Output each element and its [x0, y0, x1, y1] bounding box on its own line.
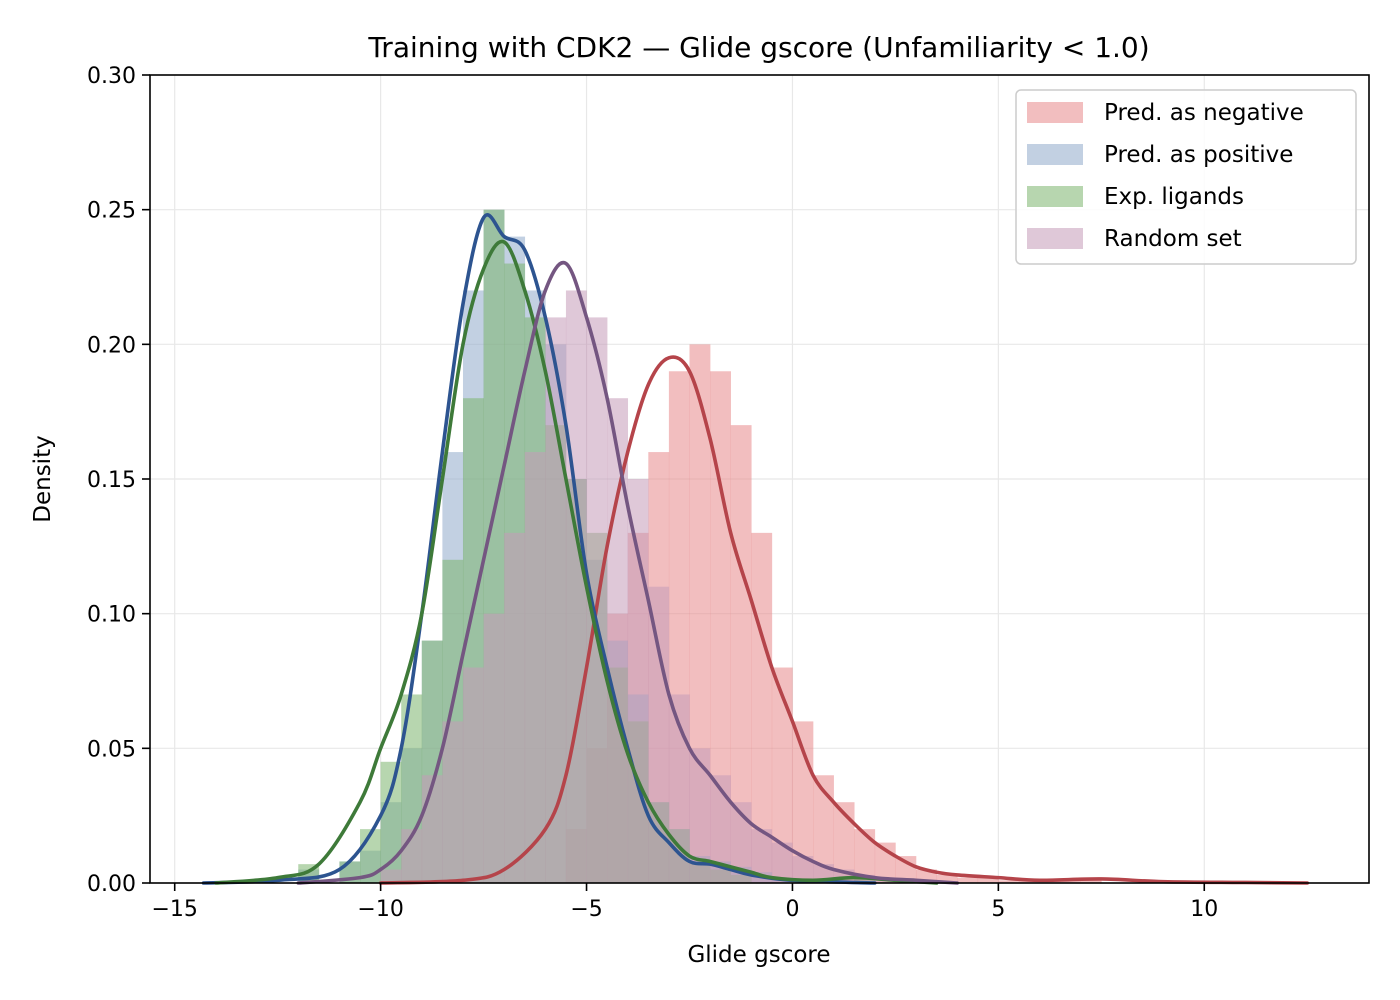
hist-bar	[627, 479, 649, 883]
hist-bar	[998, 880, 1020, 883]
kde-line-2	[214, 239, 939, 885]
hist-bar	[751, 829, 773, 883]
hist-bar	[977, 877, 999, 883]
legend-box	[1015, 89, 1357, 265]
hist-bar	[442, 721, 464, 883]
hist-bar	[771, 667, 793, 883]
legend-swatch	[1027, 102, 1083, 123]
hist-bar	[565, 290, 587, 884]
kde-lines	[201, 213, 1310, 885]
axis-ticks: −15 −10 −5 0 5 10 0.00 0.05 0.10 0.15 0.20 0.25 0.30	[87, 64, 1218, 922]
x-tick-label: −5	[570, 897, 602, 922]
x-tick-label: 0	[785, 897, 799, 922]
hist-bar	[710, 371, 731, 883]
kde-line-1	[201, 213, 877, 885]
y-tick-label: 0.30	[87, 64, 136, 89]
hist-bar	[689, 748, 711, 883]
hist-bar	[462, 667, 484, 883]
legend-swatch	[1027, 144, 1083, 165]
hist-bar	[813, 775, 834, 883]
hist-bar	[957, 877, 979, 883]
hist-bar	[792, 856, 814, 883]
hist-bar	[833, 802, 855, 883]
x-tick-label: 5	[991, 897, 1005, 922]
hist-bar	[524, 452, 546, 883]
y-tick-label: 0.15	[87, 468, 136, 493]
hist-bar	[730, 425, 752, 883]
x-tick-label: 10	[1190, 897, 1218, 922]
hist-bar	[710, 775, 731, 883]
hist-bar	[483, 613, 505, 883]
y-tick-label: 0.20	[87, 333, 136, 358]
legend-label: Random set	[1104, 226, 1242, 252]
legend-swatch	[1027, 186, 1083, 207]
hist-bar	[380, 869, 402, 883]
hist-bar	[730, 802, 752, 883]
kde-line-0	[378, 355, 1310, 885]
hist-bar	[854, 829, 876, 883]
hist-bar	[1060, 880, 1082, 883]
hist-bar	[504, 532, 526, 883]
x-tick-label: −10	[357, 897, 403, 922]
y-tick-label: 0.25	[87, 199, 136, 224]
hist-bar	[936, 874, 958, 883]
hist-bar	[380, 761, 402, 883]
y-tick-label: 0.00	[87, 872, 136, 897]
x-tick-label: −15	[151, 897, 197, 922]
kde-line-3	[296, 260, 959, 885]
chart-title: Training with CDK2 — Glide gscore (Unfam…	[367, 31, 1149, 64]
hist-bar	[771, 842, 793, 883]
legend-label: Pred. as positive	[1104, 142, 1293, 168]
legend: Pred. as negative Pred. as positive Exp. l…	[1015, 89, 1357, 265]
hist-bar	[421, 775, 443, 883]
legend-swatch	[1027, 228, 1083, 249]
x-axis-label: Glide gscore	[687, 942, 830, 968]
y-axis-label: Density	[30, 435, 56, 522]
legend-label: Exp. ligands	[1104, 184, 1244, 210]
hist-bar	[1080, 880, 1102, 883]
y-tick-label: 0.10	[87, 603, 136, 628]
y-tick-label: 0.05	[87, 737, 136, 762]
legend-label: Pred. as negative	[1104, 100, 1304, 126]
